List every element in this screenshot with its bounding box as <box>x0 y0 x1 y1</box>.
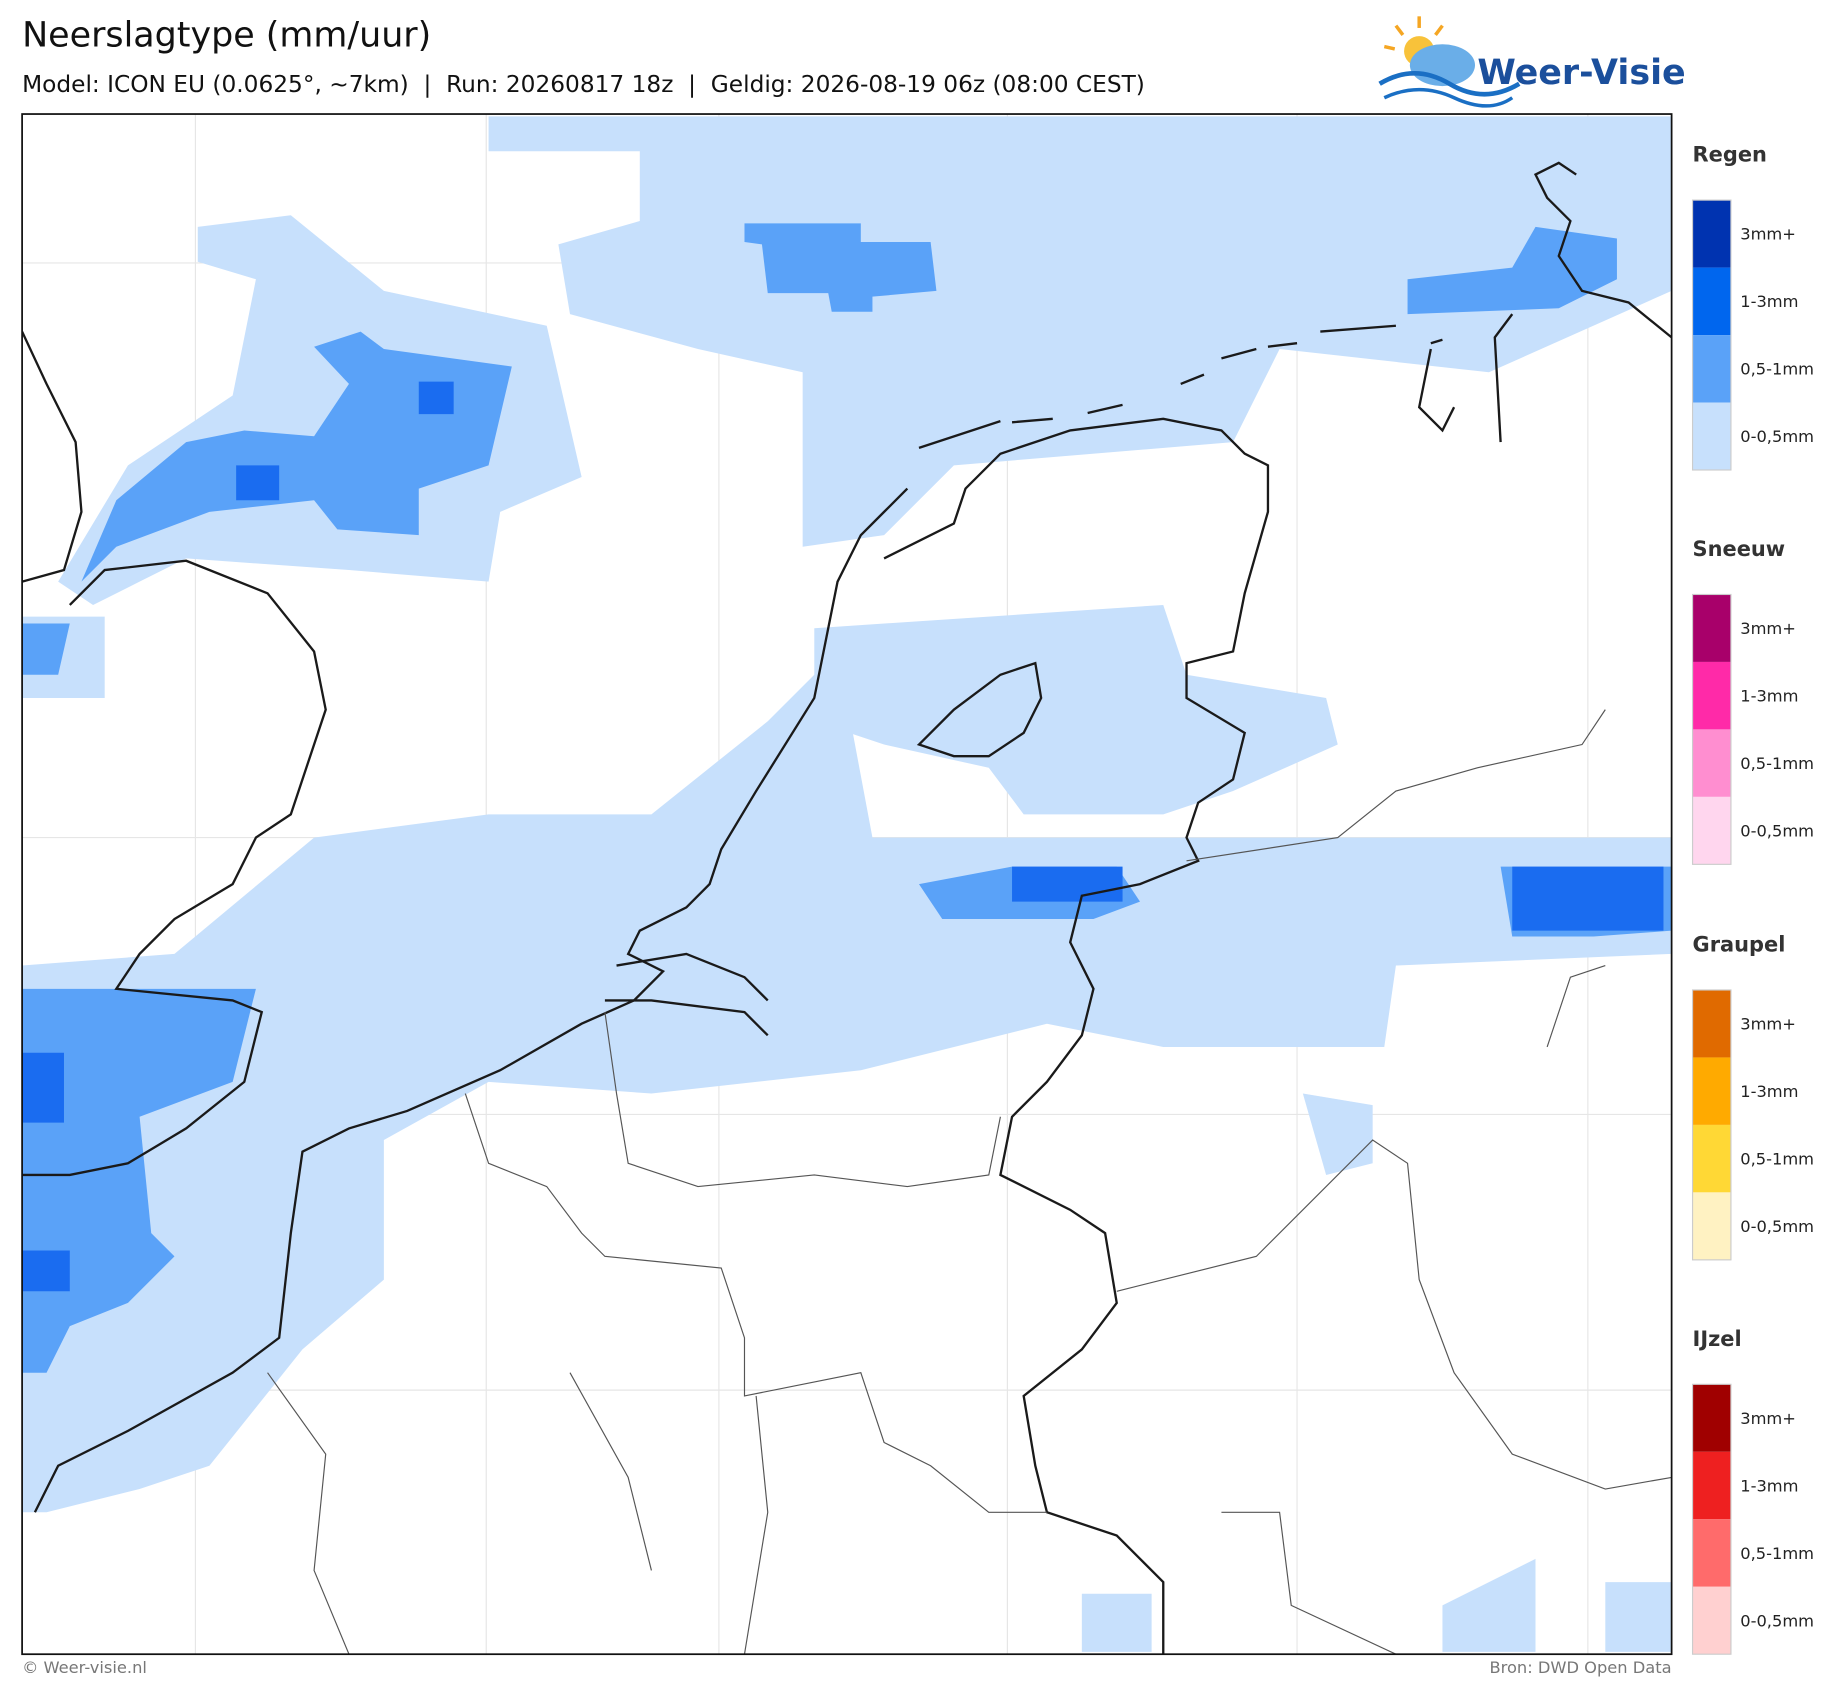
map-frame <box>21 113 1673 1656</box>
legend-label: 0,5-1mm <box>1740 360 1814 379</box>
legend-label: 1-3mm <box>1740 1082 1798 1101</box>
legend-label: 1-3mm <box>1740 1476 1798 1495</box>
title: Neerslagtype (mm/uur) <box>22 16 431 56</box>
legend-swatch <box>1692 1586 1731 1655</box>
legend-label: 3mm+ <box>1740 619 1796 638</box>
legend-swatch <box>1692 1192 1731 1260</box>
legend-swatch <box>1692 267 1731 336</box>
logo-text: Weer-Visie <box>1477 53 1685 93</box>
legend-swatch <box>1692 402 1731 470</box>
legend-swatch <box>1692 1057 1731 1125</box>
legend-swatch <box>1692 1451 1731 1520</box>
borders <box>267 709 1672 1655</box>
legend-swatch <box>1692 1124 1731 1193</box>
legend-swatch <box>1692 796 1731 865</box>
legend-swatch <box>1692 200 1731 268</box>
legend-label: 3mm+ <box>1740 1409 1796 1428</box>
legend-border <box>1691 1383 1732 1655</box>
legend-swatch <box>1692 989 1731 1058</box>
subtitle: Model: ICON EU (0.0625°, ~7km) | Run: 20… <box>22 71 1145 98</box>
legend-border <box>1691 199 1732 471</box>
legend-title: Graupel <box>1693 933 1786 957</box>
footer-left: © Weer-visie.nl <box>22 1658 147 1677</box>
legend-label: 0-0,5mm <box>1740 821 1814 840</box>
legend-label: 0,5-1mm <box>1740 1149 1814 1168</box>
legend-border <box>1691 989 1732 1261</box>
footer-right: Bron: DWD Open Data <box>1489 1658 1671 1677</box>
legend-title: Sneeuw <box>1693 537 1786 561</box>
coastlines <box>22 161 1672 1655</box>
map <box>22 114 1672 1655</box>
legend-swatch <box>1692 661 1731 730</box>
legend-title: Regen <box>1693 143 1767 167</box>
legend-label: 1-3mm <box>1740 686 1798 705</box>
legend-swatch <box>1692 594 1731 662</box>
legend: Regen 3mm+ 1-3mm 0,5-1mm 0-0,5mm Sneeuw 3mm+ 1-… <box>1691 143 1814 1655</box>
legend-border <box>1691 593 1732 865</box>
logo: Weer-Visie <box>1378 16 1686 108</box>
legend-label: 0-0,5mm <box>1740 427 1814 446</box>
legend-swatch <box>1692 1384 1731 1452</box>
legend-title: IJzel <box>1693 1327 1742 1351</box>
legend-swatch <box>1692 729 1731 797</box>
legend-label: 0-0,5mm <box>1740 1217 1814 1236</box>
legend-swatch <box>1692 335 1731 403</box>
legend-label: 3mm+ <box>1740 1015 1796 1034</box>
legend-label: 3mm+ <box>1740 225 1796 244</box>
legend-label: 0-0,5mm <box>1740 1611 1814 1630</box>
legend-label: 0,5-1mm <box>1740 754 1814 773</box>
legend-swatch <box>1692 1519 1731 1587</box>
legend-label: 1-3mm <box>1740 292 1798 311</box>
legend-label: 0,5-1mm <box>1740 1544 1814 1563</box>
